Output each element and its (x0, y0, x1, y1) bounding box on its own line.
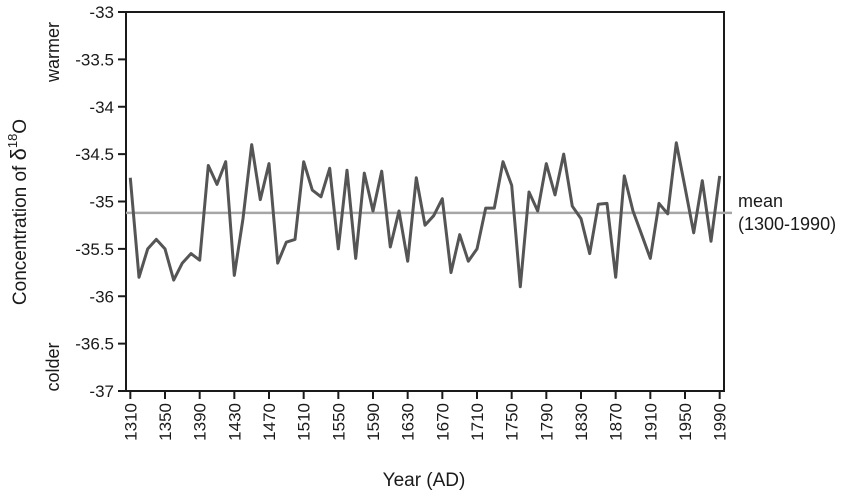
plot-frame (125, 11, 725, 392)
x-tick-label: 1510 (295, 403, 314, 441)
x-tick-label: 1470 (260, 403, 279, 441)
y-axis-title-prefix: Concentration of (10, 160, 31, 305)
x-tick-label: 1590 (364, 403, 383, 441)
x-tick-label: 1350 (156, 403, 175, 441)
y-tick-label: -34 (89, 98, 114, 117)
x-axis-ticks: 1310 1350 1390 1430 1470 1510 1550 1590 1630 1670… (121, 391, 730, 441)
y-axis-title-suffix: O (10, 119, 31, 134)
y-axis-title: Concentration of δ18O (5, 119, 31, 305)
y-tick-label: -33 (89, 3, 114, 22)
y-tick-label: -33.5 (75, 50, 114, 69)
x-tick-label: 1710 (468, 403, 487, 441)
x-tick-label: 1950 (676, 403, 695, 441)
x-tick-label: 1390 (191, 403, 210, 441)
x-axis-title: Year (AD) (383, 470, 466, 491)
y-tick-label: -35.5 (75, 240, 114, 259)
series-line-delta-o18 (128, 141, 722, 289)
warmer-note: warmer (43, 22, 63, 83)
y-axis-ticks: -33 -33.5 -34 -34.5 -35 -35.5 -36 -36.5 -37 (75, 3, 126, 401)
y-tick-label: -36.5 (75, 335, 114, 354)
x-tick-label: 1750 (503, 403, 522, 441)
x-tick-label: 1790 (537, 403, 556, 441)
x-tick-label: 1670 (433, 403, 452, 441)
mean-period-label: (1300-1990) (738, 214, 836, 234)
y-tick-label: -35 (89, 193, 114, 212)
x-tick-label: 1870 (607, 403, 626, 441)
y-tick-label: -34.5 (75, 145, 114, 164)
x-tick-label: 1310 (121, 403, 140, 441)
x-tick-label: 1430 (225, 403, 244, 441)
colder-note: colder (43, 342, 63, 391)
y-axis-title-delta: δ (6, 148, 31, 160)
mean-label: mean (738, 191, 783, 211)
x-tick-label: 1910 (641, 403, 660, 441)
plot-area: -33 -33.5 -34 -34.5 -35 -35.5 -36 -36.5 -37 1310… (75, 3, 732, 441)
x-tick-label: 1830 (572, 403, 591, 441)
y-tick-label: -36 (89, 287, 114, 306)
x-tick-label: 1630 (399, 403, 418, 441)
y-tick-label: -37 (89, 382, 114, 401)
y-axis-title-superscript: 18 (5, 134, 20, 148)
x-tick-label: 1550 (329, 403, 348, 441)
x-tick-label: 1990 (711, 403, 730, 441)
